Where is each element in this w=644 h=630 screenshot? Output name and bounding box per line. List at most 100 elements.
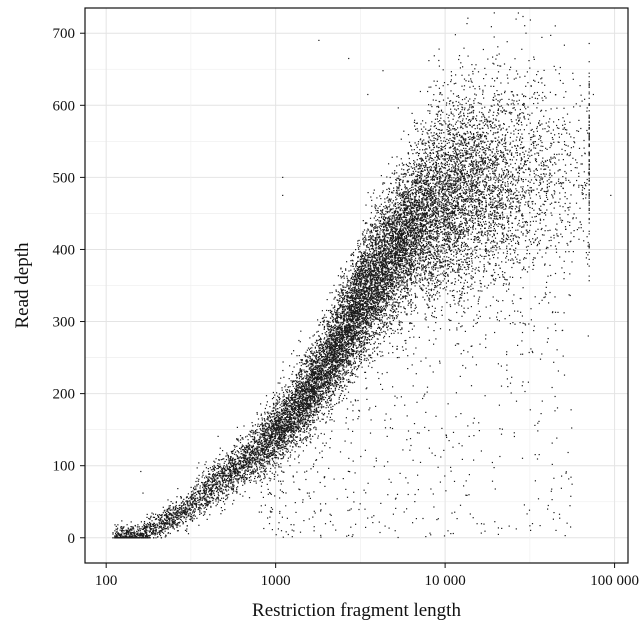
data-point [476,214,478,216]
data-point [396,179,398,181]
data-point [569,152,572,154]
data-point [279,418,281,420]
data-point [298,403,300,405]
data-point [471,185,473,187]
data-point [539,239,541,242]
data-point [344,342,347,344]
data-point [382,239,384,241]
data-point [460,149,462,151]
data-point [150,525,152,527]
data-point [457,176,459,178]
data-point [426,192,428,195]
data-point [285,446,287,448]
data-point [170,525,172,527]
data-point [433,143,436,145]
data-point [448,180,450,182]
data-point [374,312,376,314]
data-point [367,276,369,278]
data-point [264,434,266,436]
data-point [427,155,429,158]
data-point [493,233,495,235]
data-point [375,294,377,296]
data-point [470,104,472,106]
data-point [298,411,300,413]
data-point [414,119,416,121]
data-point [428,258,430,260]
data-point [222,481,224,483]
data-point [500,184,502,186]
data-point [383,294,385,296]
data-point [299,368,301,370]
data-point [226,452,228,454]
data-point [364,274,366,276]
data-point [334,320,337,322]
data-point [442,237,444,239]
data-point [231,489,233,491]
data-point [430,226,432,228]
data-point [296,355,298,357]
data-point [387,233,389,235]
data-point [450,215,452,217]
data-point [365,266,367,268]
data-point [493,202,495,204]
data-point [254,424,256,426]
data-point [545,247,547,250]
data-point [441,129,443,131]
data-point [406,249,408,251]
data-point [284,420,286,422]
data-point [139,530,141,532]
data-point [438,193,440,195]
data-point [212,466,214,468]
data-point [549,173,552,175]
data-point [397,202,399,204]
data-point [462,169,464,172]
data-point [262,453,264,455]
data-point [444,162,446,164]
data-point [411,273,413,275]
data-point [297,416,299,418]
data-point [424,318,426,320]
data-point [265,404,268,406]
data-point [391,236,393,238]
data-point [404,218,407,220]
data-point [365,204,367,206]
data-point [290,427,292,429]
data-point [446,113,448,115]
data-point [502,107,504,109]
data-point [276,411,278,413]
data-point [206,501,208,503]
data-point [525,192,527,194]
data-point [357,242,359,245]
data-point [453,296,455,298]
data-point [460,179,462,182]
data-point [420,178,422,180]
data-point [432,193,434,196]
data-point [335,371,337,374]
data-point [457,302,459,304]
data-point [410,273,412,276]
data-point [122,532,124,534]
data-point [490,159,492,161]
data-point [164,530,166,532]
data-point [170,524,173,526]
data-point [255,460,257,462]
data-point [502,156,504,158]
data-point [433,176,435,178]
data-point [131,534,133,536]
data-point [177,530,179,532]
data-point [484,67,486,69]
data-point [352,321,354,323]
data-point [370,343,372,345]
data-point [343,378,345,380]
data-point [343,347,345,349]
data-point [447,187,449,189]
data-point [357,245,359,247]
data-point [414,205,416,208]
data-point [486,121,488,123]
data-point [415,218,418,221]
data-point [473,236,475,238]
data-point [426,290,428,292]
data-point [545,190,548,193]
data-point [461,244,463,246]
data-point [274,454,277,456]
